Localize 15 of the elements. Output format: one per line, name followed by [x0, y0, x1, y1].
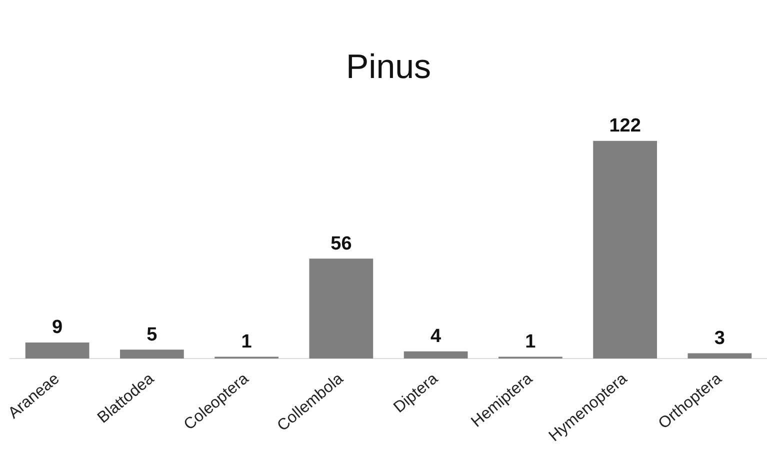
bar	[688, 353, 752, 359]
data-label: 4	[430, 326, 442, 348]
bar	[25, 342, 90, 359]
data-label: 1	[241, 332, 252, 353]
chart-title: Pinus	[346, 48, 432, 86]
bar	[120, 350, 184, 359]
bar	[309, 258, 374, 359]
bar	[593, 140, 657, 359]
data-label: 56	[330, 233, 352, 254]
data-label: 1	[525, 332, 536, 353]
data-label: 3	[714, 328, 725, 349]
bar	[404, 351, 468, 359]
data-label: 9	[52, 317, 63, 338]
data-label: 5	[146, 324, 158, 346]
data-label: 122	[609, 116, 641, 137]
